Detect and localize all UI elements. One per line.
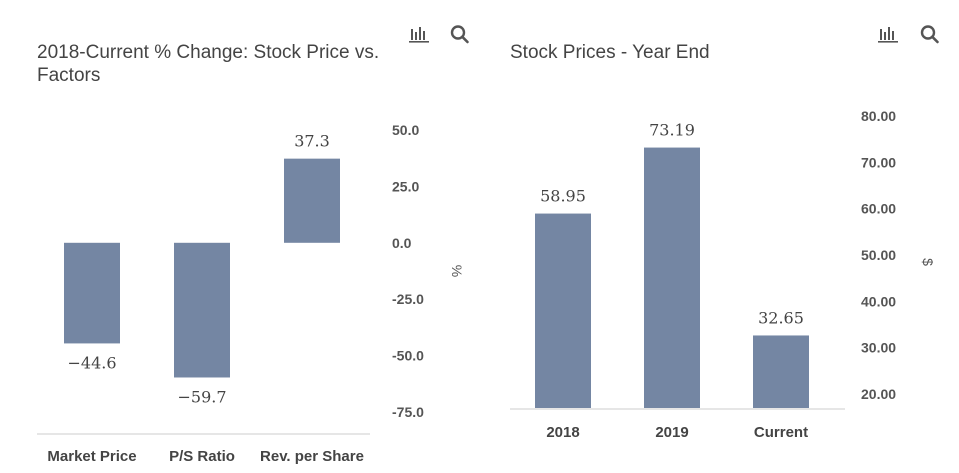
y-tick-label-1: 25.0 [392,178,419,194]
y-axis-label: $ [920,258,936,266]
chart-title: Stock Prices - Year End [510,42,710,63]
y-tick-label-0: 80.00 [861,108,896,124]
bar-1 [644,147,700,408]
y-tick-label-5: 30.00 [861,340,896,356]
bar-0 [64,242,120,344]
y-tick-label-3: 50.00 [861,247,896,263]
data-label-0: 58.95 [540,187,586,206]
category-label-1: 2019 [655,424,688,441]
bar-1 [174,242,230,378]
y-tick-label-2: 60.00 [861,201,896,217]
bar-chart-icon[interactable] [408,24,430,44]
search-icon[interactable] [919,24,941,44]
bar-2 [284,158,340,243]
data-label-0: −44.6 [67,353,116,372]
search-icon[interactable] [449,24,471,44]
data-label-2: 32.65 [758,308,804,327]
bar-2 [753,335,809,408]
chart-title: 2018-Current % Change: Stock Price vs. F… [37,42,380,86]
chart-panel-stock-prices: Stock Prices - Year End 58.95 2018 73.19 20… [480,0,959,473]
y-tick-label-3: -25.0 [392,291,424,307]
y-tick-label-4: -50.0 [392,348,424,364]
data-label-2: 37.3 [294,132,330,151]
category-label-0: Market Price [47,448,136,465]
y-tick-label-6: 20.00 [861,386,896,402]
percent-change-bar-chart: −44.6 Market Price −59.7 P/S Ratio 37.3 Rev. … [37,122,465,465]
bar-0 [535,213,591,408]
y-tick-label-5: -75.0 [392,404,424,420]
chart-panel-percent-change: 2018-Current % Change: Stock Price vs. F… [37,24,471,465]
stock-prices-bar-chart: 58.95 2018 73.19 2019 32.65 Current 80.00 70.00… [510,108,936,441]
y-tick-label-0: 50.0 [392,122,419,138]
y-tick-label-2: 0.0 [392,235,412,251]
category-label-0: 2018 [546,424,579,441]
y-tick-label-1: 70.00 [861,154,896,170]
y-axis-label: % [449,265,465,277]
data-label-1: 73.19 [649,121,695,140]
category-label-1: P/S Ratio [169,448,235,465]
bar-chart-icon[interactable] [877,24,899,44]
category-label-2: Rev. per Share [260,448,364,465]
data-label-1: −59.7 [177,387,226,406]
category-label-2: Current [754,424,808,441]
y-tick-label-4: 40.00 [861,293,896,309]
